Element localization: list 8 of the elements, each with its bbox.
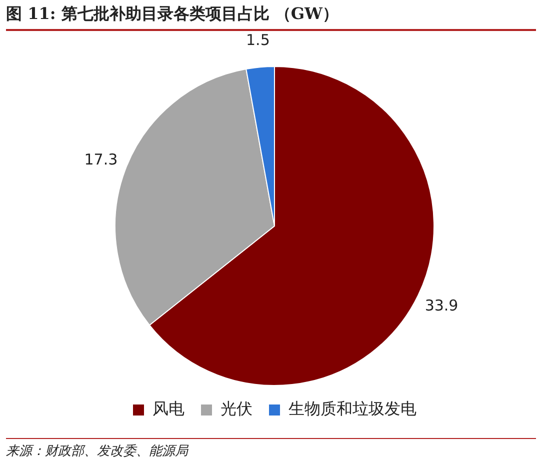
- chart-title: 图 11: 第七批补助目录各类项目占比 （GW）: [6, 4, 536, 31]
- legend-label: 生物质和垃圾发电: [288, 399, 416, 418]
- data-label: 1.5: [246, 31, 270, 50]
- data-label: 17.3: [84, 150, 118, 168]
- legend-label: 风电: [152, 399, 184, 418]
- legend-label: 光伏: [220, 399, 252, 418]
- data-label: 33.9: [424, 296, 458, 315]
- source-note: 来源：财政部、发改委、能源局: [6, 438, 536, 460]
